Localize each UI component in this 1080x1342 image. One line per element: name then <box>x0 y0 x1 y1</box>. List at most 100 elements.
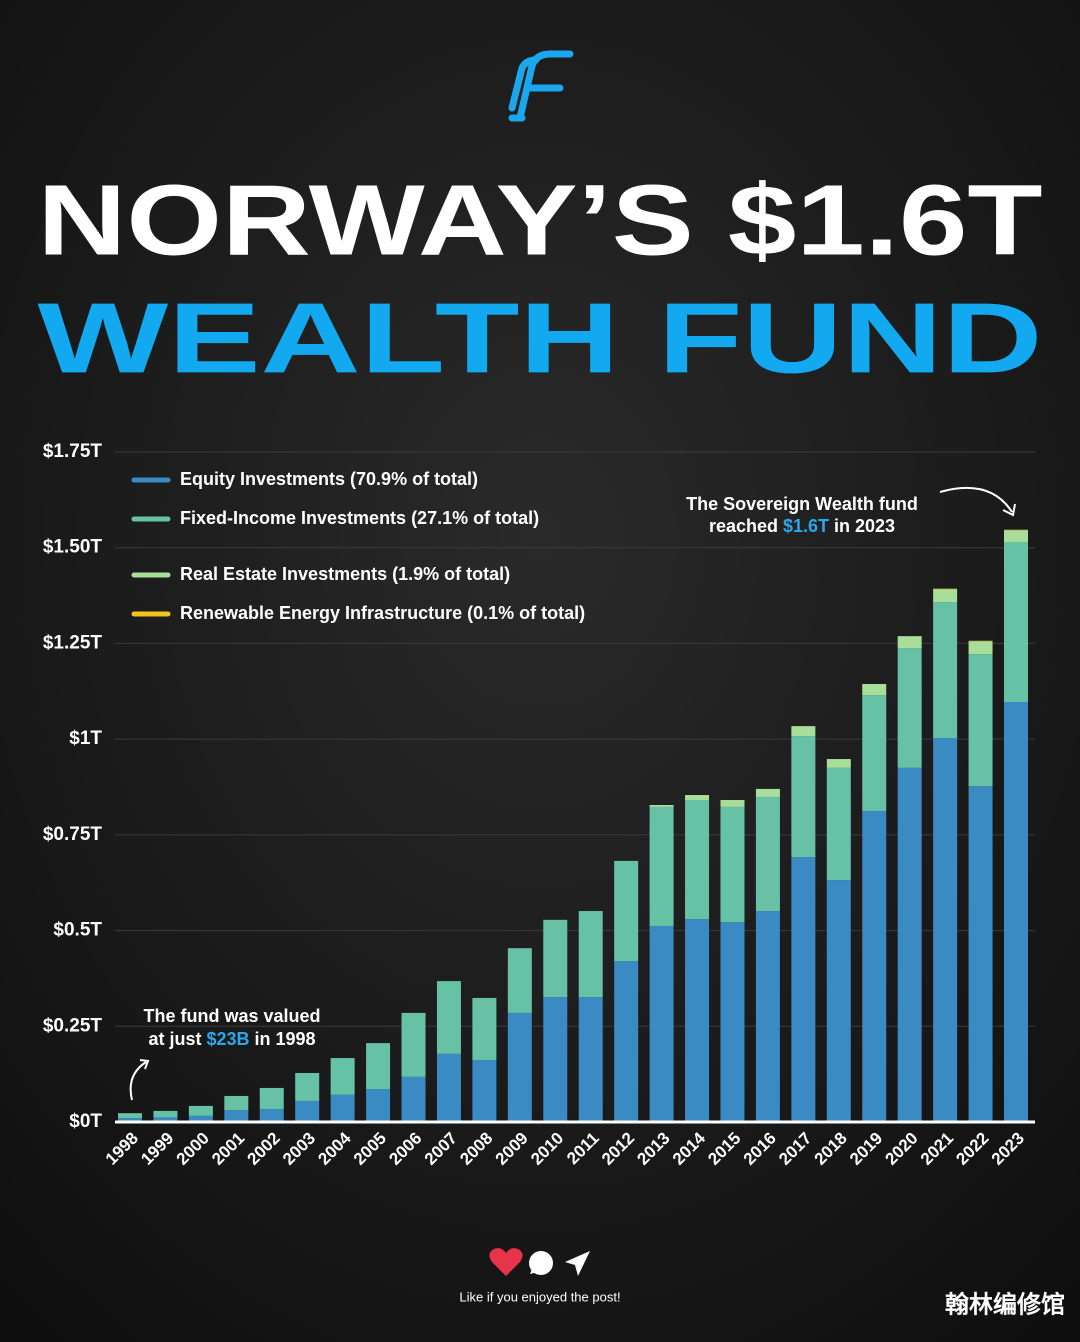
bar-segment <box>401 1012 426 1077</box>
share-icon[interactable] <box>565 1251 590 1276</box>
bar-segment <box>649 804 674 807</box>
annotation-text: The fund was valued <box>143 1006 320 1026</box>
y-tick-label: $0.75T <box>43 824 103 845</box>
bar-segment <box>685 919 710 1122</box>
bar-segment <box>295 1072 320 1101</box>
bar-segment <box>224 1110 249 1122</box>
bar-segment <box>720 806 745 923</box>
bar-segment <box>472 997 497 1060</box>
bar-segment <box>507 948 532 1013</box>
y-tick-label: $1.75T <box>43 441 103 462</box>
bar-segment <box>118 1118 142 1122</box>
bar-segment <box>968 641 993 655</box>
bar-segment <box>933 602 958 738</box>
annotation-highlight: $23B <box>206 1029 249 1049</box>
annotation-highlight: $1.6T <box>783 516 829 536</box>
bar-segment <box>330 1058 355 1095</box>
title-line-1: NORWAY’S $1.6T <box>38 164 1043 276</box>
bar-segment <box>685 795 710 801</box>
annotation-text: in 2023 <box>829 516 895 536</box>
bar-segment <box>933 737 958 1122</box>
y-tick-label: $0T <box>69 1111 102 1132</box>
annotation: The fund was valued <box>143 1006 320 1026</box>
bar-segment <box>543 997 568 1122</box>
bar-segment <box>224 1095 249 1111</box>
bar-segment <box>862 695 887 812</box>
bar-segment <box>755 788 780 797</box>
bar-segment <box>685 800 710 920</box>
title-line-2: WEALTH FUND <box>38 282 1043 394</box>
bar-segment <box>968 786 993 1122</box>
bar-segment <box>614 860 639 962</box>
bar-segment <box>118 1113 142 1119</box>
bar-segment <box>259 1108 284 1122</box>
bar-segment <box>436 981 461 1054</box>
bar-segment <box>153 1110 178 1118</box>
bar-segment <box>188 1115 213 1122</box>
bar-segment <box>791 726 816 737</box>
annotation-arrow <box>129 1061 147 1101</box>
bar-segment <box>826 759 851 768</box>
bar-segment <box>578 997 603 1122</box>
bar-segment <box>1004 530 1028 542</box>
annotation-text: reached <box>709 516 783 536</box>
bar-segment <box>1004 702 1028 1122</box>
annotation: The Sovereign Wealth fund <box>686 494 918 514</box>
bar-segment <box>543 919 568 998</box>
bar-segment <box>862 684 887 696</box>
bar-segment <box>614 961 639 1122</box>
bar-segment <box>436 1053 461 1122</box>
logo <box>508 50 574 122</box>
watermark: 翰林编修馆 <box>945 1290 1065 1318</box>
logo-stroke <box>516 50 574 122</box>
legend-label: Real Estate Investments (1.9% of total) <box>180 564 510 584</box>
bar-segment <box>897 636 922 649</box>
bar-segment <box>826 767 851 881</box>
annotation: reached $1.6T in 2023 <box>709 516 895 536</box>
y-tick-label: $1.25T <box>43 632 103 653</box>
legend-label: Equity Investments (70.9% of total) <box>180 469 478 489</box>
bar-segment <box>401 1076 426 1122</box>
bar-segment <box>968 654 993 787</box>
bar-segment <box>897 648 922 768</box>
annotation-text: at just <box>148 1029 206 1049</box>
bar-segment <box>366 1043 391 1090</box>
bar-segment <box>791 736 816 858</box>
bar-segment <box>862 811 887 1122</box>
bar-segment <box>897 767 922 1122</box>
legend-label: Renewable Energy Infrastructure (0.1% of… <box>180 603 585 623</box>
bar-segment <box>472 1059 497 1122</box>
bar-segment <box>295 1100 320 1122</box>
bar-segment <box>649 806 674 926</box>
annotation-text: The Sovereign Wealth fund <box>686 494 918 514</box>
bar-segment <box>826 880 851 1122</box>
bar-segment <box>933 589 958 603</box>
bar-segment <box>366 1089 391 1122</box>
bar-segment <box>578 911 603 998</box>
bar-segment <box>791 857 816 1122</box>
bar-segment <box>1004 541 1028 703</box>
bar-segment <box>755 796 780 912</box>
bar-segment <box>720 800 745 807</box>
bar-segment <box>755 911 780 1122</box>
y-tick-label: $1T <box>69 728 102 749</box>
social-icons <box>489 1248 590 1276</box>
annotation-arrow <box>939 486 1013 513</box>
plot: $0T $0.25T $0.5T $0.75T $1T $1.25T $1.50T $1.75… <box>43 441 1035 1169</box>
annotation: at just $23B in 1998 <box>148 1029 315 1049</box>
logo-stroke <box>508 56 540 112</box>
legend-label: Fixed-Income Investments (27.1% of total… <box>180 508 539 528</box>
bar-segment <box>259 1087 284 1109</box>
y-tick-label: $1.50T <box>43 537 103 558</box>
bar-segment <box>720 922 745 1122</box>
comment-icon-tail <box>530 1266 538 1274</box>
bar-segment <box>188 1105 213 1116</box>
like-icon[interactable] <box>489 1248 523 1276</box>
annotation-arrow <box>1002 503 1016 517</box>
bar-segment <box>649 925 674 1122</box>
bar-segment <box>153 1117 178 1122</box>
bar-segment <box>330 1094 355 1122</box>
footer-text: Like if you enjoyed the post! <box>459 1289 620 1304</box>
bar-segment <box>507 1012 532 1122</box>
